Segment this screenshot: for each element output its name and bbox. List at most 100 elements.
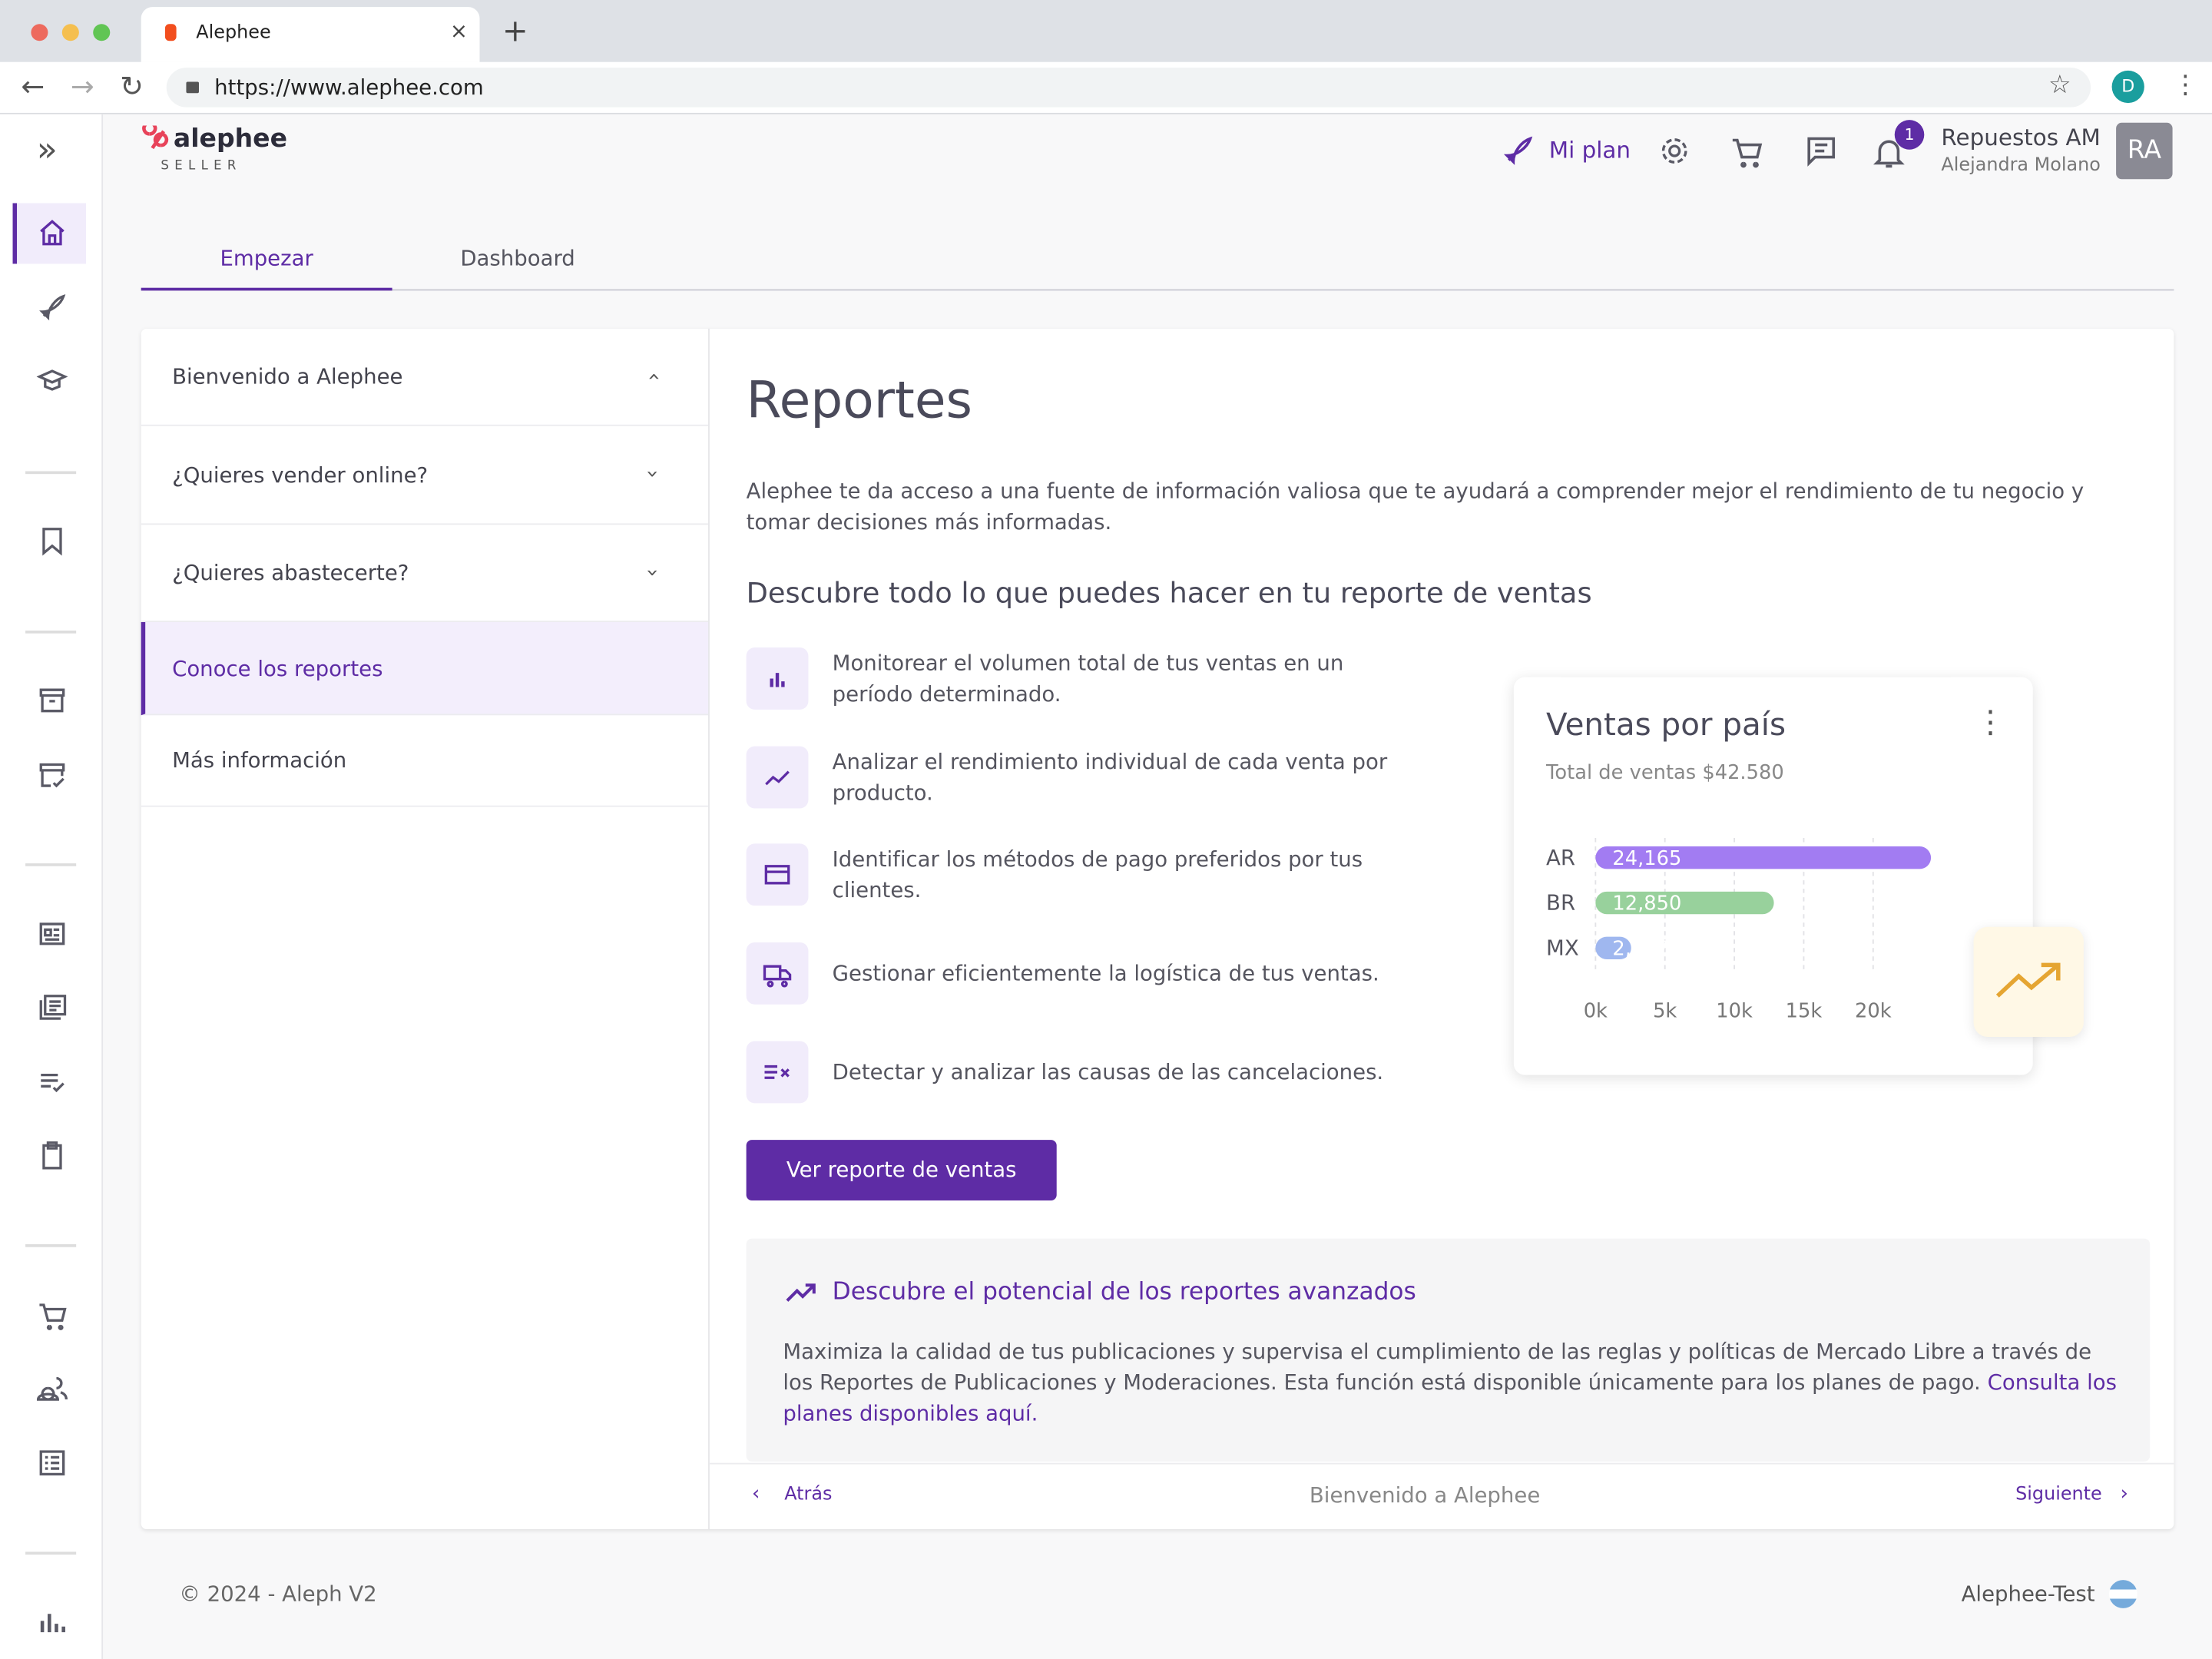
user-name: Alejandra Molano (1941, 155, 2101, 177)
chart-menu[interactable]: ⋮ (1975, 705, 2006, 741)
intro: Alephee te da acceso a una fuente de inf… (746, 478, 2085, 535)
bookmark-star[interactable]: ☆ (2048, 70, 2071, 101)
archive-icon[interactable] (37, 684, 68, 715)
cart-button[interactable] (1730, 134, 1763, 168)
trend-icon (1995, 962, 2061, 998)
analytics-icon[interactable] (37, 1607, 68, 1637)
accordion-item[interactable]: ¿Quieres abastecerte? (141, 525, 709, 623)
chart-title: Ventas por país (1546, 708, 1786, 743)
profile-avatar[interactable]: D (2111, 70, 2144, 104)
cart-icon[interactable] (37, 1300, 68, 1330)
plan-icon[interactable] (1501, 134, 1535, 167)
feature-glyph (764, 1065, 790, 1079)
notifications-icon[interactable] (1872, 135, 1906, 169)
current-step: Bienvenido a Alephee (1309, 1482, 1541, 1508)
y-tick-label: AR (1546, 846, 1575, 870)
logo-mark (142, 125, 169, 150)
window-maximize[interactable] (93, 24, 111, 41)
tab-title[interactable]: Alephee (196, 22, 271, 44)
checklist-icon[interactable] (37, 1067, 68, 1098)
next-chevron[interactable]: › (2120, 1482, 2128, 1505)
tab-close[interactable]: × (449, 18, 469, 44)
y-tick-label: BR (1546, 891, 1575, 916)
x-tick-label: 0k (1584, 999, 1608, 1022)
messages-icon[interactable] (1804, 134, 1838, 167)
tabs-line (141, 289, 2174, 291)
forward-button[interactable]: → (70, 69, 94, 104)
new-tab[interactable]: + (502, 14, 528, 50)
callout-text: Maximiza la calidad de tus publicaciones… (783, 1339, 2092, 1396)
clipboard-icon[interactable] (37, 1140, 68, 1171)
x-tick-label: 15k (1786, 999, 1823, 1022)
feature-text: Identificar los métodos de pago preferid… (832, 846, 1363, 903)
callout-icon (786, 1283, 816, 1302)
browser-tab[interactable] (141, 7, 480, 62)
plan-link[interactable]: Mi plan (1548, 137, 1631, 164)
back-chevron[interactable]: ‹ (751, 1482, 760, 1505)
home-icon[interactable] (37, 217, 68, 248)
flag-icon (2108, 1580, 2137, 1608)
chevron[interactable]: › (640, 469, 666, 478)
notification-badge: 1 (1894, 120, 1925, 150)
bar (1595, 891, 1774, 915)
feature-text: Monitorear el volumen total de tus venta… (832, 650, 1344, 707)
callout-body: Maximiza la calidad de tus publicaciones… (783, 1336, 2123, 1429)
settings-icon[interactable] (1657, 134, 1691, 167)
callout-link[interactable]: Consulta los planes disponibles aquí. (783, 1369, 2117, 1426)
feature-icon (746, 647, 809, 710)
rail-divider (25, 1551, 77, 1555)
tab-favicon (164, 24, 177, 41)
back-link[interactable]: Atrás (784, 1484, 833, 1505)
rocket-icon[interactable] (37, 292, 68, 323)
listing-icon[interactable] (37, 919, 68, 949)
logo[interactable]: alephee (173, 124, 288, 154)
back-button[interactable]: ← (21, 69, 45, 104)
next-link[interactable]: Siguiente (2015, 1484, 2102, 1505)
bookmark-icon[interactable] (37, 525, 68, 556)
chevron[interactable]: › (640, 371, 666, 381)
rail-divider (25, 471, 77, 475)
url-field[interactable] (166, 68, 2091, 108)
window-close[interactable] (31, 24, 48, 41)
rail-divider (25, 631, 77, 634)
rail-divider (25, 1244, 77, 1247)
page-title: Reportes (746, 372, 972, 431)
school-icon[interactable] (36, 366, 68, 396)
expand-rail[interactable]: » (36, 129, 58, 170)
tab[interactable]: Empezar (220, 245, 313, 271)
feature-icon (746, 942, 809, 1005)
feature-glyph (770, 673, 785, 687)
tab[interactable]: Dashboard (460, 245, 575, 271)
value-label: 2,567 (1612, 937, 1669, 960)
callout-title: Descubre el potencial de los reportes av… (832, 1278, 1416, 1306)
list-icon[interactable] (37, 1447, 68, 1478)
bar-chart: 0k 5k 10k 15k 20k AR 24,165 BR 12,850 MX 2,567 (1546, 838, 1932, 1022)
accordion-item[interactable]: Más información (141, 715, 709, 807)
company-name: Repuestos AM (1941, 124, 2101, 151)
accordion-item[interactable]: ¿Quieres vender online? (141, 426, 709, 525)
value-label: 12,850 (1612, 892, 1681, 916)
section-subtitle: Descubre todo lo que puedes hacer en tu … (746, 575, 1592, 610)
users-icon[interactable] (36, 1373, 68, 1403)
lock-icon (186, 81, 199, 94)
callout (746, 1238, 2151, 1462)
copyright: © 2024 - Aleph V2 (179, 1581, 377, 1608)
inventory-icon[interactable] (37, 759, 68, 790)
logo-sub: SELLER (161, 159, 242, 174)
accordion-item[interactable]: Bienvenido a Alephee (141, 329, 709, 426)
report-button[interactable]: Ver reporte de ventas (746, 1140, 1057, 1201)
reload-button[interactable]: ↻ (120, 69, 144, 104)
listings-icon[interactable] (37, 992, 68, 1022)
accordion-item[interactable]: Conoce los reportes (141, 622, 709, 716)
url[interactable]: https://www.alephee.com (214, 75, 484, 101)
browser-menu[interactable]: ⋮ (2172, 70, 2198, 101)
y-tick-label: MX (1546, 935, 1579, 960)
rail-divider (25, 863, 77, 866)
user-avatar[interactable]: RA (2116, 122, 2173, 180)
chevron[interactable]: › (640, 568, 666, 577)
bar (1595, 936, 1631, 959)
feature-glyph (765, 770, 790, 786)
window-minimize[interactable] (61, 24, 79, 41)
